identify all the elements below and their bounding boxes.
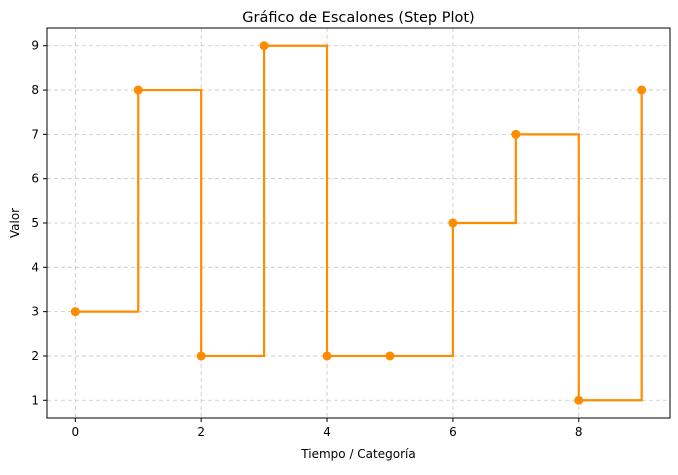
y-axis-label: Valor [8, 208, 22, 238]
data-point [511, 129, 521, 139]
series-layer [70, 41, 647, 405]
y-tick-label: 9 [31, 39, 39, 53]
x-tick-label: 0 [71, 425, 79, 439]
y-tick-label: 1 [31, 393, 39, 407]
x-tick-label: 4 [323, 425, 331, 439]
data-point [637, 85, 647, 95]
x-axis-label: Tiempo / Categoría [300, 447, 415, 461]
y-tick-label: 6 [31, 172, 39, 186]
data-point [259, 41, 269, 51]
data-point [70, 307, 80, 317]
axis-ticks: 0 2 4 6 8 1 2 3 4 5 6 7 8 9 [31, 39, 582, 439]
y-tick-label: 4 [31, 260, 39, 274]
data-point [322, 351, 332, 361]
data-point [196, 351, 206, 361]
y-tick-label: 2 [31, 349, 39, 363]
chart-title: Gráfico de Escalones (Step Plot) [242, 10, 474, 26]
data-point [448, 218, 458, 228]
x-tick-label: 2 [197, 425, 205, 439]
y-tick-label: 8 [31, 83, 39, 97]
data-point [574, 395, 584, 405]
x-tick-label: 8 [575, 425, 583, 439]
series-step-line [75, 44, 643, 402]
data-point [385, 351, 395, 361]
x-tick-label: 6 [449, 425, 457, 439]
y-tick-label: 5 [31, 216, 39, 230]
data-point [133, 85, 143, 95]
y-tick-label: 7 [31, 127, 39, 141]
y-tick-label: 3 [31, 305, 39, 319]
